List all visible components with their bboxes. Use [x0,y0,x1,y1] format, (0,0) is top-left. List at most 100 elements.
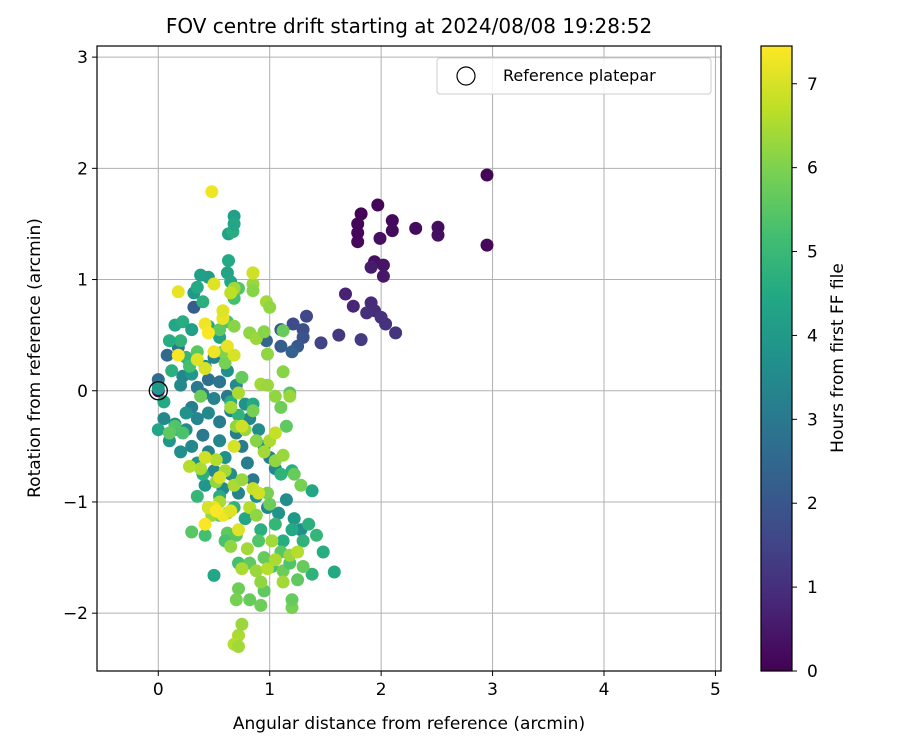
data-point-16 [376,269,390,283]
data-point-137 [327,565,341,579]
data-point-93 [287,512,301,526]
data-point-72 [246,473,260,487]
data-point-223 [235,562,249,576]
data-point-50 [207,392,221,405]
data-point-104 [227,217,241,231]
data-point-225 [254,575,268,589]
data-point-24 [379,317,393,331]
data-point-166 [291,573,305,587]
data-point-85 [252,423,266,437]
x-tick-label-1: 1 [264,680,275,700]
data-point-176 [287,467,301,481]
y-tick-label-1: −1 [63,493,88,513]
data-point-207 [249,434,263,448]
data-point-28 [314,336,328,350]
data-point-180 [232,582,245,596]
data-point-55 [213,415,227,429]
data-point-36 [285,345,299,359]
data-point-45 [174,378,188,392]
data-point-5 [351,235,365,249]
colorbar-tick-label-1: 1 [807,578,818,598]
y-tick-label-2: 0 [77,382,88,402]
data-point-238 [224,539,238,553]
data-point-8 [409,221,423,235]
data-point-267 [198,451,212,464]
legend-entry-reference-platepar: Reference platepar [503,66,656,85]
data-point-1 [354,207,368,221]
data-point-113 [162,334,176,348]
data-point-244 [171,285,185,299]
y-tick-label-3: 1 [77,271,88,291]
data-point-222 [240,542,254,556]
data-point-100 [222,254,235,268]
data-point-262 [224,504,238,518]
data-point-35 [274,339,288,353]
colorbar-tick-label-7: 7 [807,75,818,95]
scatter-points [151,168,494,653]
data-point-253 [190,353,204,367]
x-tick-label-5: 5 [710,680,721,700]
data-point-2 [371,198,385,212]
data-point-151 [176,426,190,440]
data-point-152 [185,525,199,539]
data-point-141 [274,467,288,481]
data-point-197 [261,347,274,361]
data-point-31 [286,317,300,331]
data-point-201 [268,389,282,403]
data-point-242 [207,277,221,291]
data-point-228 [276,575,290,589]
data-point-109 [185,323,199,337]
plot-frame [96,45,722,672]
data-point-257 [227,439,241,453]
data-point-212 [209,453,223,467]
reference-platepar-marker [148,381,168,401]
data-point-130 [268,517,282,531]
y-tick-label-5: 3 [77,48,88,68]
data-point-10 [431,228,445,242]
data-point-172 [274,400,288,414]
data-point-13 [373,231,387,245]
colorbar-tick-label-0: 0 [807,662,818,682]
colorbar-tick-label-5: 5 [807,243,818,263]
data-point-139 [305,484,319,498]
data-point-73 [179,406,193,420]
data-point-47 [201,373,215,387]
data-point-169 [218,356,232,370]
data-point-174 [261,486,274,500]
legend-box [436,57,712,95]
data-point-125 [207,568,221,582]
data-point-266 [213,471,227,484]
data-point-27 [354,333,368,347]
data-point-153 [198,528,212,542]
data-point-92 [279,493,293,507]
data-point-243 [205,185,219,199]
data-point-221 [249,508,263,522]
data-point-215 [235,473,249,487]
data-point-173 [279,419,293,433]
data-point-256 [268,426,282,440]
data-point-246 [216,304,230,318]
data-point-193 [263,300,277,314]
data-point-22 [360,306,374,320]
data-point-69 [198,478,212,492]
data-point-91 [272,506,286,520]
colorbar-tick-label-3: 3 [807,410,818,430]
data-point-17 [364,260,378,274]
data-point-254 [198,362,212,375]
data-point-203 [232,386,245,400]
data-point-160 [252,534,266,548]
data-point-15 [376,258,390,272]
data-point-248 [201,326,215,340]
data-point-108 [176,315,190,329]
data-point-237 [183,459,196,473]
data-point-77 [157,412,171,426]
data-point-182 [243,593,257,607]
data-point-76 [174,445,188,459]
data-point-171 [246,404,260,418]
data-point-19 [346,299,360,313]
data-point-170 [235,370,249,384]
data-point-61 [185,439,199,453]
colorbar [760,45,793,672]
colorbar-ticks: 0 1 2 3 4 5 6 7 [792,75,818,682]
legend: Reference platepar [436,57,712,95]
